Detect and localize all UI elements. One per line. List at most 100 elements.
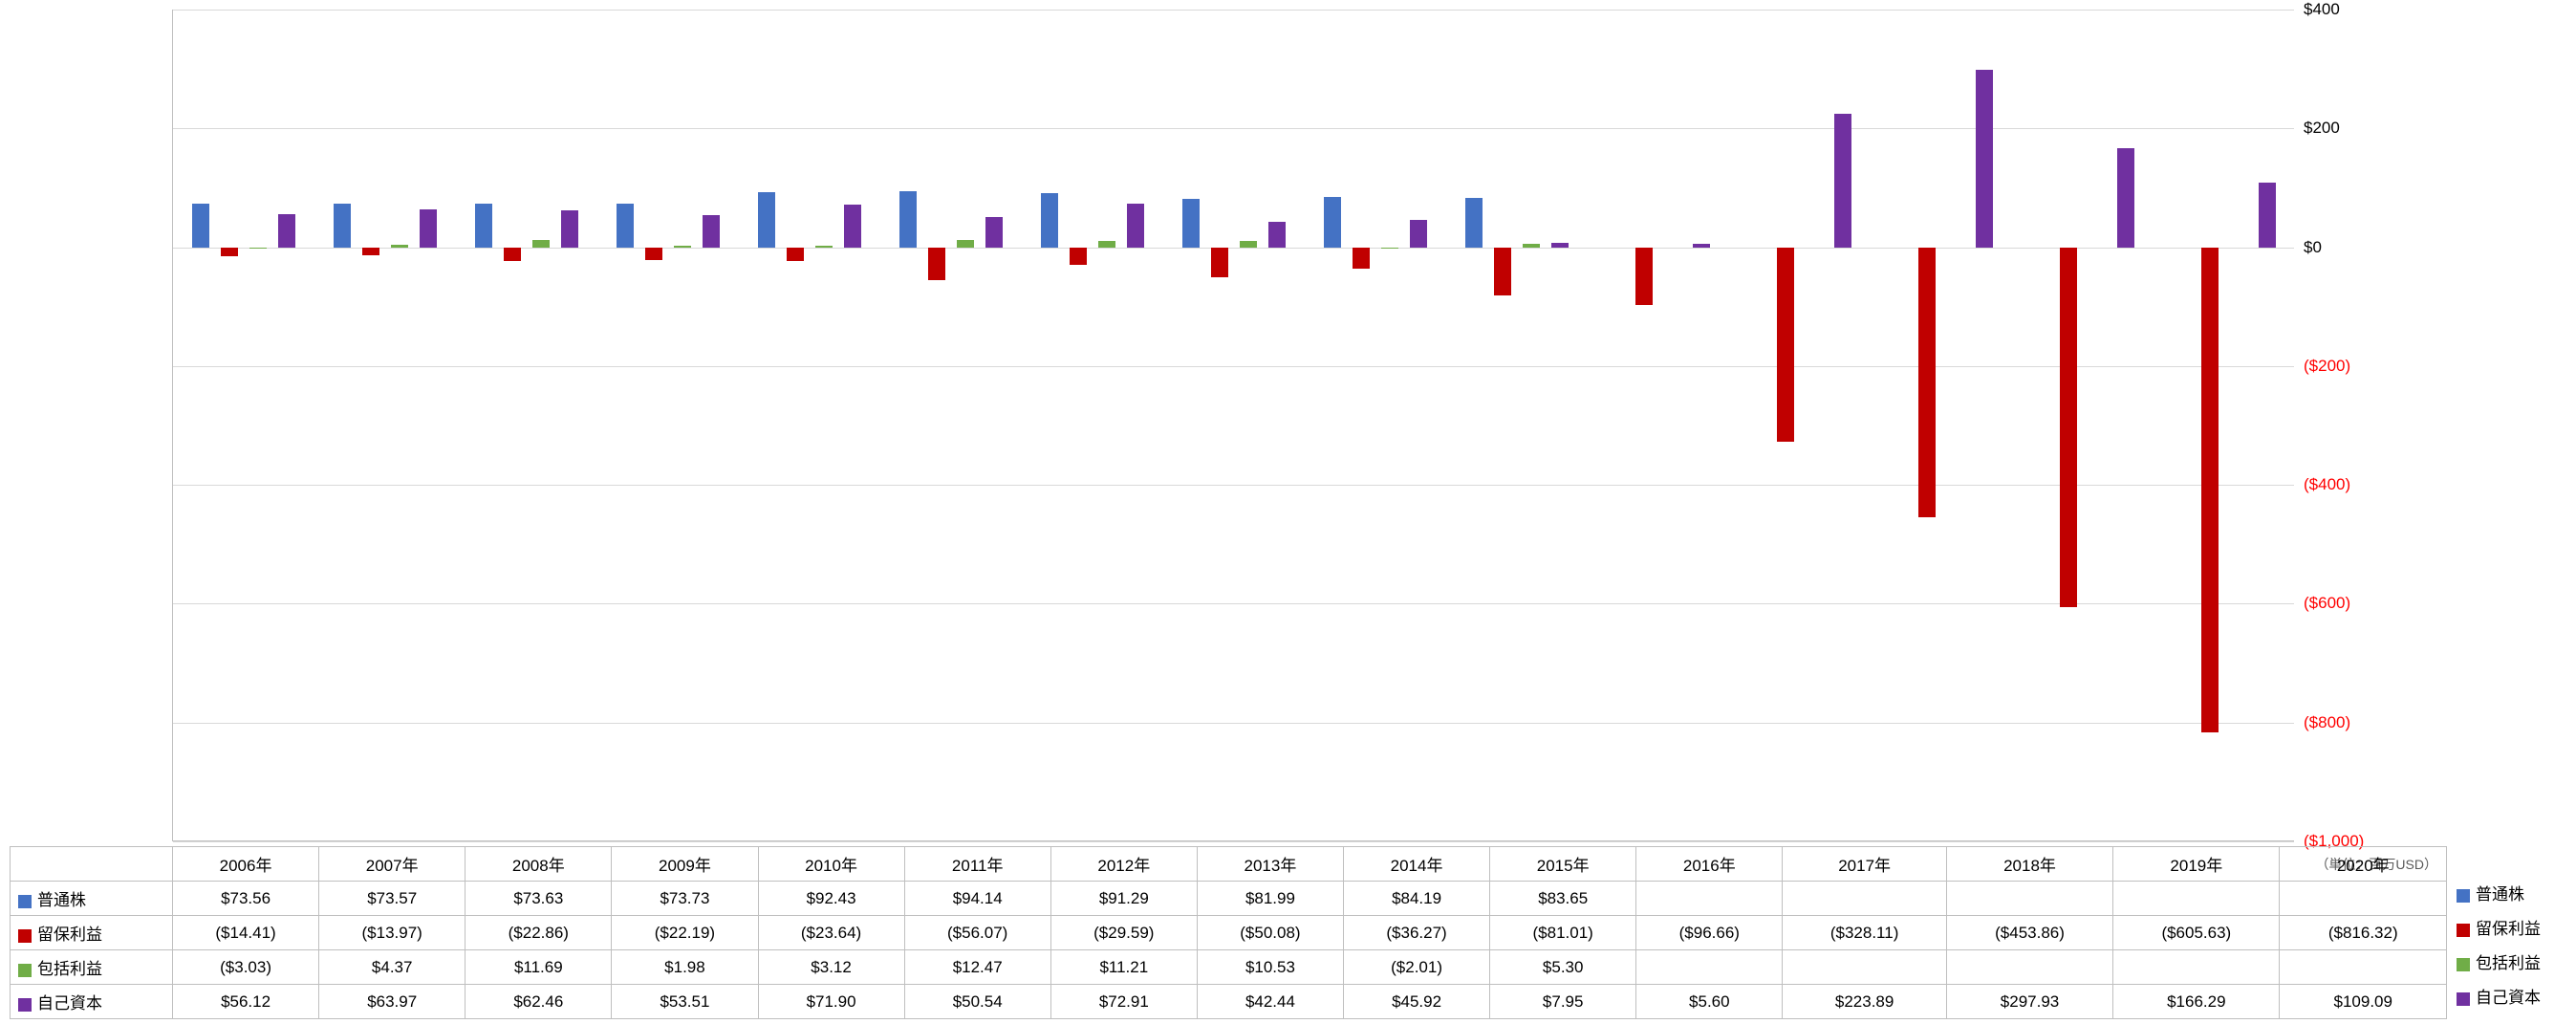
bar-equity xyxy=(985,217,1003,247)
table-row: 自己資本$56.12$63.97$62.46$53.51$71.90$50.54… xyxy=(11,985,2447,1019)
bar-equity xyxy=(2259,183,2276,248)
data-cell: ($81.01) xyxy=(1490,916,1636,950)
bar-common xyxy=(475,204,492,248)
data-cell: $92.43 xyxy=(758,882,904,916)
bar-retained xyxy=(1635,248,1653,305)
year-header: 2016年 xyxy=(1636,847,1783,882)
legend-label: 普通株 xyxy=(2476,885,2524,904)
data-cell: ($50.08) xyxy=(1197,916,1343,950)
bar-compr xyxy=(1523,244,1540,247)
series-label: 普通株 xyxy=(37,891,86,909)
data-cell: ($22.86) xyxy=(465,916,612,950)
year-header: 2013年 xyxy=(1197,847,1343,882)
bar-equity xyxy=(1268,222,1286,247)
chart-zone: $400$200$0($200)($400)($600)($800)($1,00… xyxy=(10,10,2447,841)
bar-compr xyxy=(1381,248,1398,249)
data-cell: $83.65 xyxy=(1490,882,1636,916)
data-cell: $91.29 xyxy=(1050,882,1197,916)
ytick-label: ($400) xyxy=(2304,475,2385,494)
data-cell: $297.93 xyxy=(1946,985,2112,1019)
year-header: 2017年 xyxy=(1783,847,1946,882)
bar-retained xyxy=(1070,248,1087,265)
bar-retained xyxy=(2201,248,2219,732)
bar-common xyxy=(1465,198,1483,248)
data-cell: $12.47 xyxy=(904,950,1050,985)
data-cell: ($22.19) xyxy=(612,916,758,950)
ytick-label: $0 xyxy=(2304,238,2385,257)
bar-common xyxy=(334,204,351,248)
bar-common xyxy=(758,192,775,247)
data-cell: $62.46 xyxy=(465,985,612,1019)
data-cell: ($816.32) xyxy=(2280,916,2447,950)
gridline xyxy=(173,366,2294,367)
compr-swatch xyxy=(2457,958,2470,971)
data-cell: $72.91 xyxy=(1050,985,1197,1019)
table-corner xyxy=(11,847,173,882)
data-cell: $73.56 xyxy=(173,882,319,916)
data-cell xyxy=(2280,950,2447,985)
bar-compr xyxy=(249,248,267,250)
bar-equity xyxy=(561,210,578,248)
bar-compr xyxy=(532,240,550,247)
bar-retained xyxy=(2060,248,2077,607)
bar-compr xyxy=(1240,241,1257,248)
row-header-common: 普通株 xyxy=(11,882,173,916)
data-cell xyxy=(2280,882,2447,916)
bar-retained xyxy=(1918,248,1936,517)
bar-equity xyxy=(1551,243,1569,248)
data-cell xyxy=(1783,950,1946,985)
year-header: 2010年 xyxy=(758,847,904,882)
bar-retained xyxy=(787,248,804,262)
row-header-compr: 包括利益 xyxy=(11,950,173,985)
data-cell: $7.95 xyxy=(1490,985,1636,1019)
bar-equity xyxy=(1976,70,1993,247)
bar-compr xyxy=(815,246,833,248)
legend-item-compr: 包括利益 xyxy=(2457,947,2571,981)
bar-common xyxy=(1324,197,1341,247)
data-cell: $166.29 xyxy=(2113,985,2280,1019)
bar-retained xyxy=(1353,248,1370,270)
year-header: 2015年 xyxy=(1490,847,1636,882)
year-header: 2007年 xyxy=(319,847,465,882)
year-header: 2014年 xyxy=(1344,847,1490,882)
data-cell: $71.90 xyxy=(758,985,904,1019)
data-cell: $73.63 xyxy=(465,882,612,916)
data-cell xyxy=(1946,950,2112,985)
year-header: 2011年 xyxy=(904,847,1050,882)
series-label: 包括利益 xyxy=(37,960,102,978)
row-header-retained: 留保利益 xyxy=(11,916,173,950)
data-cell: ($23.64) xyxy=(758,916,904,950)
bar-retained xyxy=(928,248,945,281)
data-cell: ($96.66) xyxy=(1636,916,1783,950)
gridline xyxy=(173,248,2294,249)
row-header-equity: 自己資本 xyxy=(11,985,173,1019)
data-cell: $1.98 xyxy=(612,950,758,985)
data-cell: $73.57 xyxy=(319,882,465,916)
table-row: 留保利益($14.41)($13.97)($22.86)($22.19)($23… xyxy=(11,916,2447,950)
gridline xyxy=(173,841,2294,842)
data-cell: $63.97 xyxy=(319,985,465,1019)
bar-compr xyxy=(957,240,974,248)
data-cell: $11.69 xyxy=(465,950,612,985)
bar-retained xyxy=(1494,248,1511,295)
ytick-label: $400 xyxy=(2304,0,2385,19)
legend-label: 自己資本 xyxy=(2476,989,2541,1007)
data-cell: $73.73 xyxy=(612,882,758,916)
data-cell: $94.14 xyxy=(904,882,1050,916)
bar-retained xyxy=(221,248,238,256)
data-cell: $109.09 xyxy=(2280,985,2447,1019)
year-header: 2012年 xyxy=(1050,847,1197,882)
data-cell: ($605.63) xyxy=(2113,916,2280,950)
data-cell: $53.51 xyxy=(612,985,758,1019)
bar-equity xyxy=(1410,220,1427,248)
data-cell: $3.12 xyxy=(758,950,904,985)
gridline xyxy=(173,10,2294,11)
data-cell: $50.54 xyxy=(904,985,1050,1019)
data-table: 2006年2007年2008年2009年2010年2011年2012年2013年… xyxy=(10,846,2447,1019)
legend-item-retained: 留保利益 xyxy=(2457,912,2571,947)
data-cell xyxy=(1946,882,2112,916)
bar-common xyxy=(1041,193,1058,248)
series-label: 自己資本 xyxy=(37,994,102,1013)
series-label: 留保利益 xyxy=(37,926,102,944)
bar-common xyxy=(192,204,209,248)
